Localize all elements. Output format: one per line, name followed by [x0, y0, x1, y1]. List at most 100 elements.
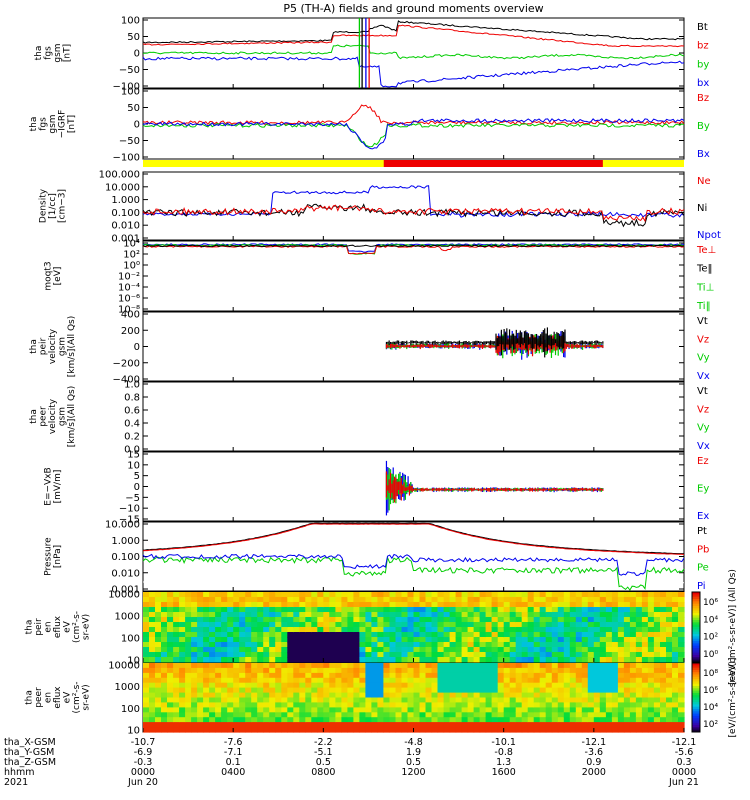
legend-peer_v-1: Vz	[697, 404, 709, 415]
legend-temp-2: Ti⊥	[696, 282, 714, 293]
y-tick-label: −100	[113, 82, 140, 93]
y-tick-label: −10	[119, 504, 140, 515]
x-tick-z: 0.1	[226, 757, 241, 768]
legend-efield-2: Ex	[697, 511, 709, 522]
legend-fgs-0: Bt	[697, 22, 708, 33]
y-tick-label: 10.000	[105, 182, 140, 193]
x-tick-y: -6.9	[134, 747, 153, 758]
legend-peer_v-0: Vt	[697, 386, 708, 397]
y-axis-label: tha	[25, 620, 35, 635]
y-axis-label: gsm	[58, 407, 68, 426]
y-tick-label: 10²	[123, 250, 140, 261]
y-tick-label: −5	[125, 493, 140, 504]
y-tick-label: 0	[134, 482, 140, 493]
legend-peir_v-2: Vy	[697, 353, 710, 364]
x-tick-z: 0.5	[406, 757, 421, 768]
legend-peer_v-3: Vx	[697, 441, 710, 452]
y-axis-label: [nT]	[67, 115, 77, 133]
y-tick-label: 0.100	[111, 208, 140, 219]
legend-pressure-3: Pi	[697, 581, 706, 592]
y-axis-label: [cm−3]	[58, 189, 68, 223]
y-tick-label: −50	[119, 65, 140, 76]
y-tick-label: 10⁻⁸	[118, 305, 140, 316]
y-tick-label: 0.001	[111, 585, 140, 596]
x-tick-x: -12.1	[672, 737, 697, 748]
x-tick-y: -0.8	[494, 747, 513, 758]
y-axis-label: tha	[25, 690, 35, 705]
legend-fgs_dc-2: Bx	[697, 149, 710, 160]
y-tick-label: −50	[119, 136, 140, 147]
x-tick-date: Jun 20	[127, 777, 158, 788]
y-tick-label: 10⁻⁴	[118, 283, 140, 294]
y-tick-label: 10⁻⁶	[118, 294, 140, 305]
y-tick-label: 200	[121, 326, 140, 337]
colorbar-tick-label: 10⁰	[703, 650, 718, 660]
y-tick-label: 10⁴	[123, 239, 140, 250]
y-tick-label: 0	[134, 342, 140, 353]
y-tick-label: 1000	[115, 682, 140, 693]
y-tick-label: 50	[127, 103, 140, 114]
y-axis-label: eV	[63, 620, 73, 633]
y-tick-label: 0.8	[124, 393, 140, 404]
y-axis-label: velocity	[48, 398, 58, 434]
x-tick-y: -7.1	[224, 747, 243, 758]
y-axis-label: [eV]	[53, 267, 63, 286]
y-tick-label: 5	[134, 471, 140, 482]
x-tick-hhmm: 1600	[492, 767, 516, 778]
panel-frame	[142, 451, 685, 522]
colorbar-tick-label: 10⁴	[703, 615, 718, 625]
legend-pressure-0: Pt	[697, 526, 707, 537]
temp-te-perp-line	[142, 245, 685, 255]
y-tick-label: 1.0	[124, 380, 140, 391]
y-tick-label: 100	[121, 704, 140, 715]
y-tick-label: 10⁻²	[118, 272, 140, 283]
fgs-bx-line	[142, 56, 685, 88]
y-tick-label: 10000	[108, 590, 140, 601]
legend-temp-3: Ti‖	[696, 301, 711, 312]
fgs-bt-line	[142, 20, 685, 44]
panel-pressure: 10.000 1.000 0.100 0.010 0.001 Pressure [nPa] P…	[43, 520, 709, 596]
panel-fgs_dc: 100 50 0 −50 −100 tha fgs gsm −IGRF [nT] Bz By Bx	[29, 87, 710, 164]
x-tick-z: 0.5	[316, 757, 331, 768]
legend-fgs_dc-0: Bz	[697, 93, 709, 104]
pressure-blank	[142, 579, 685, 584]
y-tick-label: −100	[113, 153, 140, 164]
panel-fgs: 100 50 0 −50 −100 tha fgs gsm [nT] Bt bz by bx	[34, 16, 710, 93]
y-tick-label: 10000	[108, 661, 140, 672]
legend-temp-0: Te⊥	[696, 245, 716, 256]
x-row-label: 2021	[4, 777, 28, 788]
x-tick-z: -0.3	[134, 757, 153, 768]
y-tick-label: 50	[127, 32, 140, 43]
y-tick-label: 0.010	[111, 221, 140, 232]
y-axis-label: fgs	[43, 46, 53, 60]
x-tick-hhmm: 0800	[311, 767, 335, 778]
panel-frame	[142, 381, 685, 452]
panel-peir_v: 400 200 0 −200 −400 tha peir velocity gsm [km/s](…	[29, 310, 710, 386]
x-tick-x: -10.1	[491, 737, 516, 748]
y-axis-label: moqt3	[43, 261, 53, 290]
x-tick-x: -10.7	[131, 737, 156, 748]
legend-temp-1: Te‖	[696, 264, 713, 275]
y-axis-label: [1/cc]	[48, 193, 58, 219]
y-tick-label: 0	[134, 120, 140, 131]
y-tick-label: 0.6	[124, 406, 140, 417]
y-axis-label: tha	[34, 46, 44, 61]
x-tick-z: 0.3	[676, 757, 691, 768]
y-axis-label: tha	[29, 339, 39, 354]
y-axis-label: gsm	[53, 43, 63, 62]
y-axis-label: eV	[63, 691, 73, 704]
y-tick-label: 0	[134, 49, 140, 60]
y-axis-label: fgs	[39, 117, 49, 131]
y-tick-label: −400	[113, 375, 140, 386]
legend-fgs-2: by	[697, 59, 709, 70]
y-tick-label: 10	[127, 460, 140, 471]
x-tick-y: 1.9	[406, 747, 421, 758]
fgs-dc-bx-line	[142, 117, 685, 150]
pressure-pe-line	[142, 555, 685, 591]
y-tick-label: 1000	[115, 612, 140, 623]
spectrogram-peer_en	[143, 663, 685, 733]
y-tick-label: 15	[127, 450, 140, 461]
y-tick-label: 0.010	[111, 568, 140, 579]
